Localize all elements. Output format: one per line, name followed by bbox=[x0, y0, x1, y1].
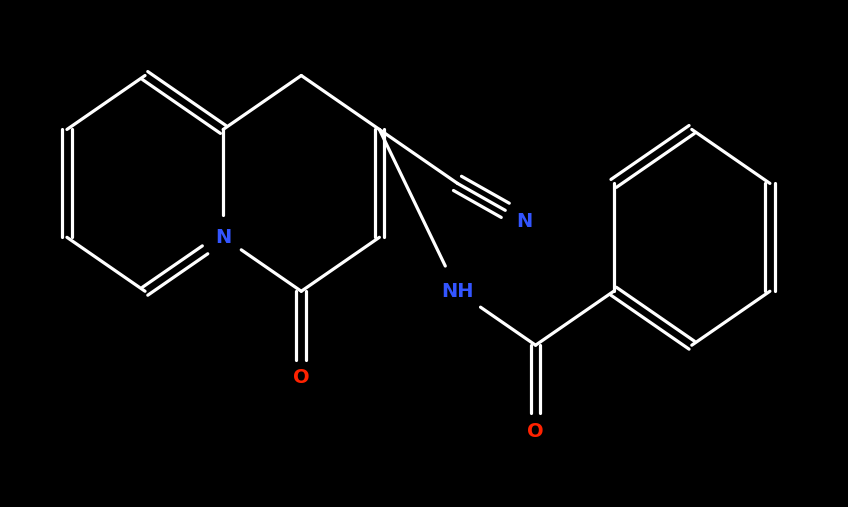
Text: N: N bbox=[215, 228, 232, 247]
Text: N: N bbox=[516, 211, 533, 231]
Text: O: O bbox=[527, 422, 544, 441]
Text: NH: NH bbox=[441, 282, 474, 301]
Text: O: O bbox=[293, 368, 310, 387]
